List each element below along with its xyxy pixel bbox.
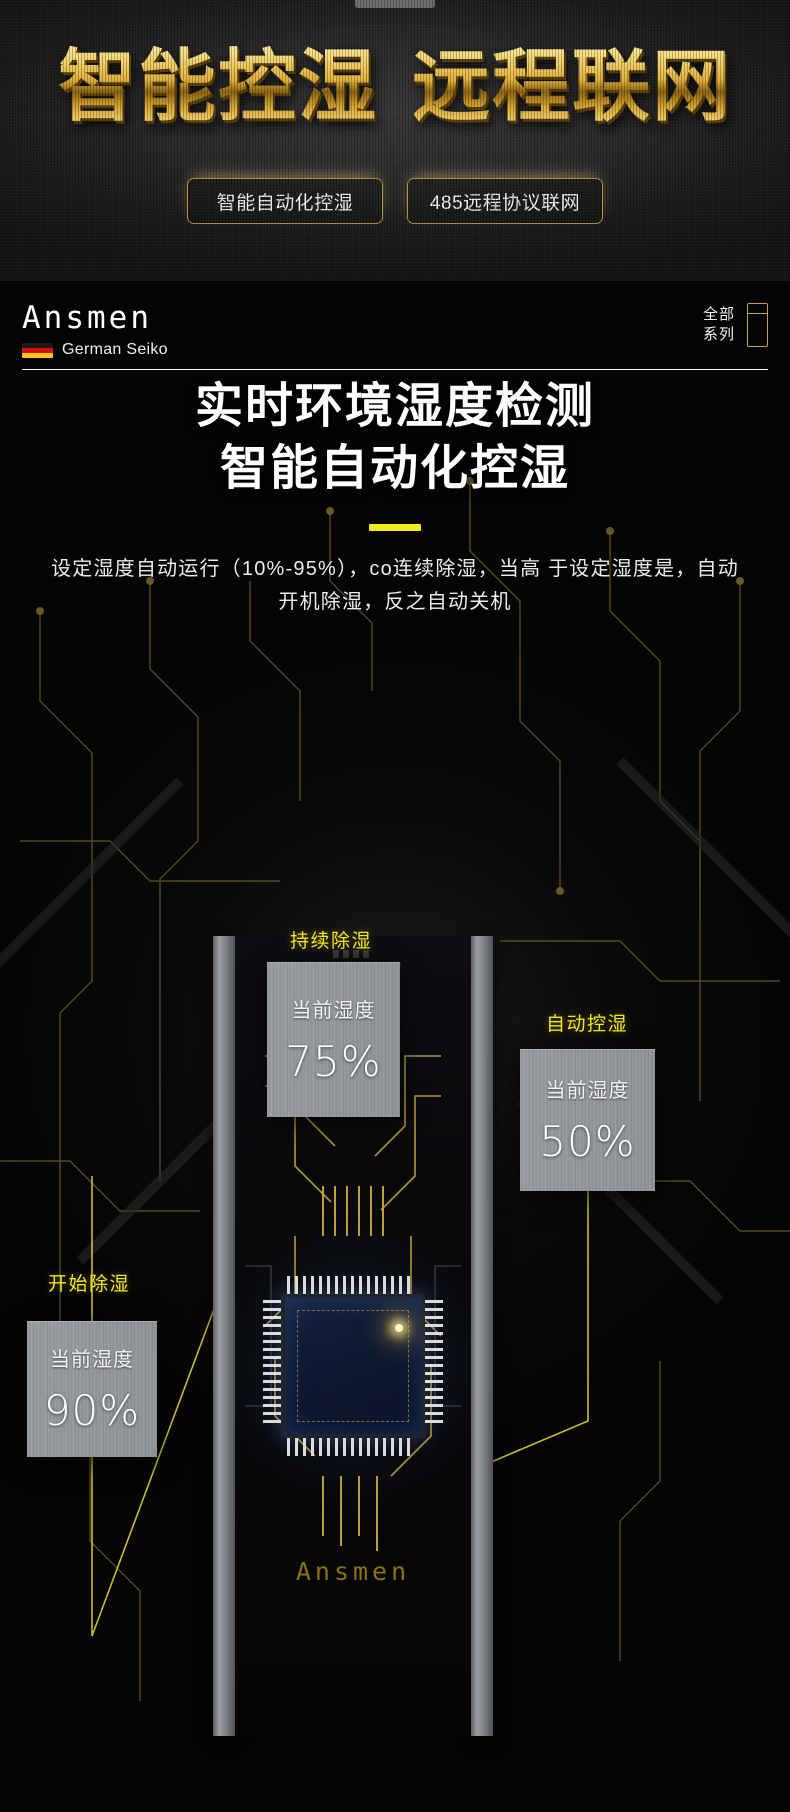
hero-banner: 智能控湿 远程联网 智能自动化控湿 485远程协议联网 <box>0 0 790 281</box>
device-chip <box>235 1216 471 1516</box>
brand-subtitle-row: German Seiko <box>22 341 768 359</box>
humidity-card-label: 当前湿度 <box>291 999 376 1022</box>
humidity-card-value: 75% <box>285 1036 382 1086</box>
humidity-card-start[interactable]: 当前湿度 90% <box>27 1321 157 1457</box>
banner-pill-remote-network[interactable]: 485远程协议联网 <box>407 178 603 224</box>
card-tag-auto-control: 自动控湿 <box>546 1014 629 1035</box>
brand-subtitle: German Seiko <box>62 341 168 358</box>
description-line2: 于设定湿度是，自动开机除湿，反之自动关机 <box>278 558 739 613</box>
brand-header: Ansmen German Seiko 全部 系列 <box>22 300 768 370</box>
banner-pill-row: 智能自动化控湿 485远程协议联网 <box>0 178 790 224</box>
device-brand-logo: Ansmen <box>295 1557 411 1586</box>
german-flag-icon <box>22 342 53 358</box>
page-title: 实时环境湿度检测 智能自动化控湿 <box>0 376 790 500</box>
banner-pill-smart-control[interactable]: 智能自动化控湿 <box>187 178 383 224</box>
series-indicator-text: 全部 系列 <box>703 305 735 345</box>
description-line1: 设定湿度自动运行（10%-95%），co连续除湿，当高 <box>51 558 542 580</box>
humidity-card-label: 当前湿度 <box>545 1080 630 1102</box>
title-divider <box>369 524 421 531</box>
card-tag-continuous-dehumidify: 持续除湿 <box>290 931 373 952</box>
humidity-card-value: 90% <box>43 1386 141 1435</box>
series-indicator-line2: 系列 <box>702 326 735 343</box>
banner-title-right: 远程联网 <box>412 42 733 130</box>
main-section: Ansmen German Seiko 全部 系列 实时环境湿度检测 智能自动化… <box>0 281 790 1812</box>
series-indicator-line1: 全部 <box>702 306 735 323</box>
device-left-post <box>213 936 235 1736</box>
page-title-line1: 实时环境湿度检测 <box>194 380 595 433</box>
banner-title-left: 智能控湿 <box>57 42 378 130</box>
series-rectangle-icon <box>747 303 768 347</box>
series-indicator[interactable]: 全部 系列 <box>703 303 768 347</box>
humidity-card-value: 50% <box>539 1117 636 1166</box>
header-divider-rule <box>22 369 768 370</box>
chip-die <box>281 1294 425 1438</box>
banner-notch <box>355 0 435 8</box>
device-right-post <box>471 936 493 1736</box>
banner-title: 智能控湿 远程联网 <box>0 38 790 134</box>
page-title-line2: 智能自动化控湿 <box>219 442 570 495</box>
description-paragraph: 设定湿度自动运行（10%-95%），co连续除湿，当高 于设定湿度是，自动开机除… <box>44 553 746 619</box>
humidity-card-continuous[interactable]: 当前湿度 75% <box>267 962 400 1117</box>
chip-pins <box>263 1276 443 1456</box>
brand-logo: Ansmen <box>22 300 152 336</box>
humidity-card-auto[interactable]: 当前湿度 50% <box>520 1049 655 1191</box>
card-tag-start-dehumidify: 开始除湿 <box>48 1274 131 1295</box>
humidity-card-label: 当前湿度 <box>50 1349 134 1371</box>
